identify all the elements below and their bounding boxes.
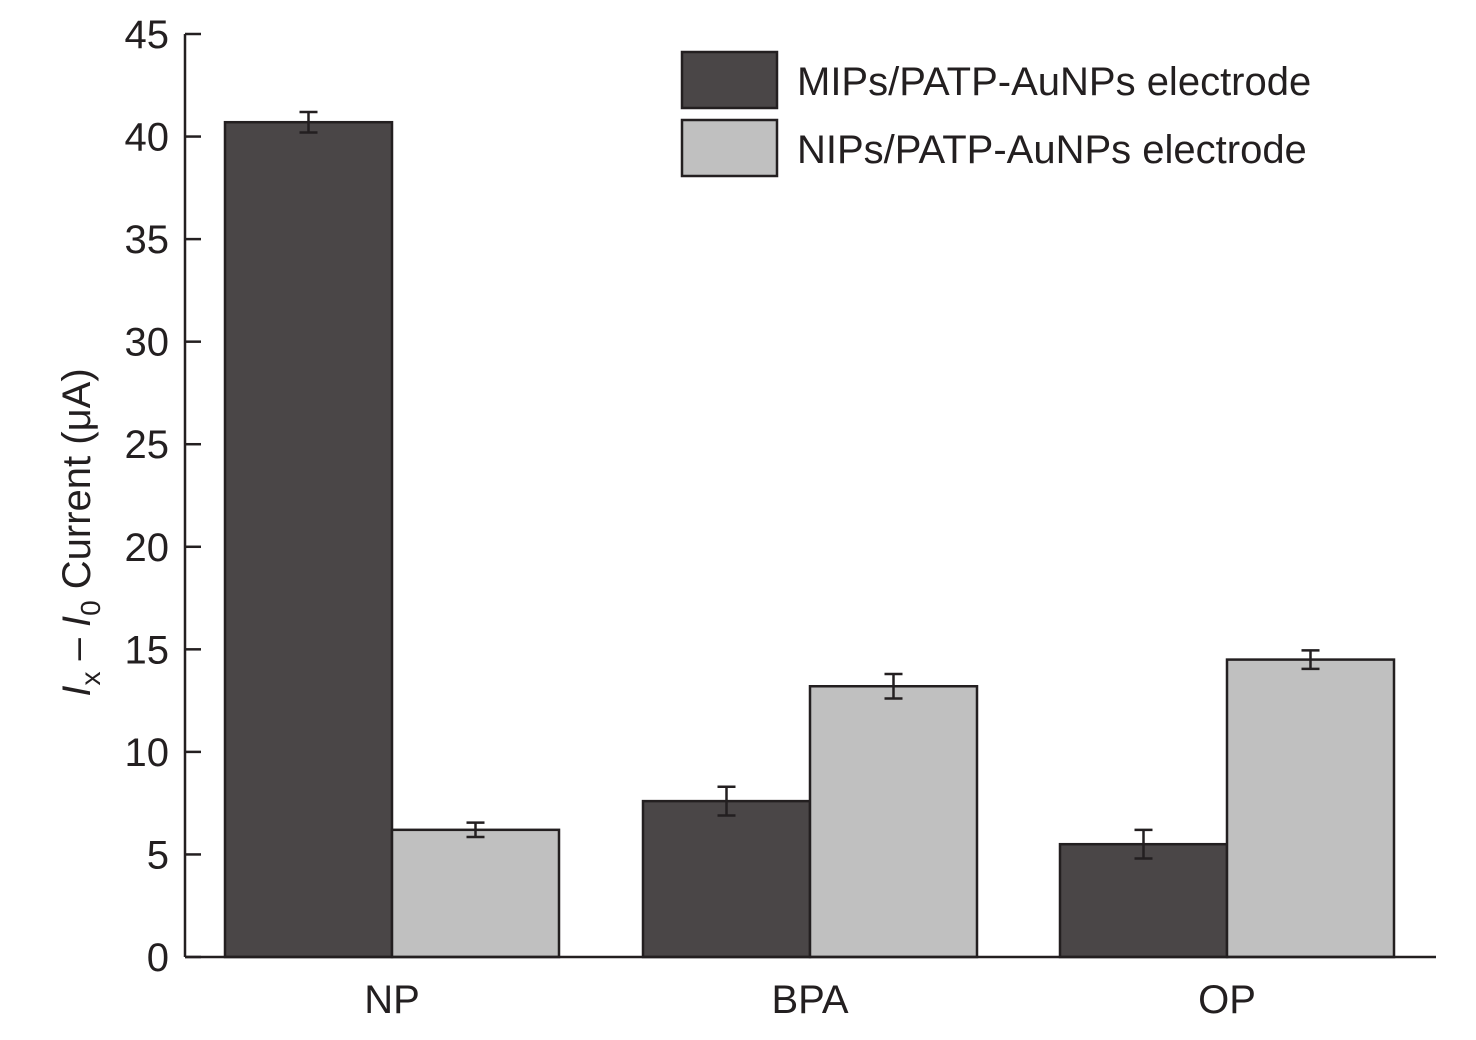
bars-layer <box>223 110 1396 959</box>
y-axis-label: Ix – I0 Current (μA) <box>55 368 106 696</box>
y-tick-label-20: 20 <box>125 526 170 570</box>
y-label-baseline-symbol: I <box>55 616 99 627</box>
x-category-label-np: NP <box>364 978 420 1022</box>
bar-mips-op <box>1058 842 1229 959</box>
bar-nips-np <box>390 828 561 959</box>
y-label-current-symbol: I <box>55 686 99 697</box>
y-tick-label-10: 10 <box>125 731 170 775</box>
x-category-label-op: OP <box>1198 978 1256 1022</box>
y-tick-label-40: 40 <box>125 116 170 160</box>
y-tick-label-45: 45 <box>125 13 170 57</box>
legend-swatch-nips <box>680 118 779 178</box>
y-tick-label-30: 30 <box>125 321 170 365</box>
bar-mips-np <box>223 120 394 959</box>
axes-layer: 0 5 10 15 20 25 30 35 40 45 NP BPA OP <box>125 13 1436 1022</box>
legend-label-nips: NIPs/PATP-AuNPs electrode <box>797 128 1307 172</box>
bar-nips-op <box>1225 658 1396 959</box>
y-label-subscript-0: 0 <box>75 600 106 616</box>
y-label-current-unit: Current (μA) <box>55 368 99 600</box>
bar-mips-bpa <box>641 799 812 959</box>
y-label-subscript-x: x <box>75 672 106 686</box>
legend-label-mips: MIPs/PATP-AuNPs electrode <box>797 60 1311 104</box>
y-tick-label-5: 5 <box>147 833 169 877</box>
y-tick-label-0: 0 <box>147 936 169 980</box>
y-tick-label-15: 15 <box>125 628 170 672</box>
x-category-label-bpa: BPA <box>771 978 848 1022</box>
y-label-minus: – <box>55 627 99 671</box>
y-tick-label-35: 35 <box>125 218 170 262</box>
legend-swatch-mips <box>680 50 779 110</box>
legend: MIPs/PATP-AuNPs electrode NIPs/PATP-AuNPs… <box>680 50 1311 178</box>
y-tick-label-25: 25 <box>125 423 170 467</box>
bar-nips-bpa <box>808 685 979 959</box>
